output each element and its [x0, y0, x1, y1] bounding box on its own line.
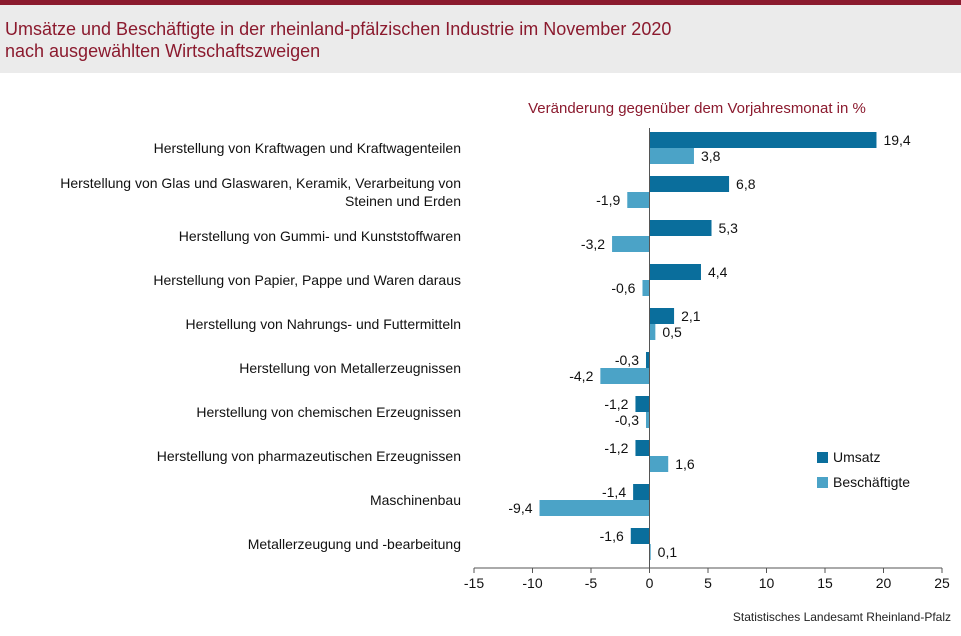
- data-label-beschaeftigte: 0,1: [658, 544, 678, 560]
- bar-beschaeftigte: [649, 148, 694, 164]
- category-label-line: Herstellung von Metallerzeugnissen: [239, 360, 461, 376]
- data-label-umsatz: 6,8: [736, 176, 756, 192]
- data-label-umsatz: -1,6: [600, 528, 624, 544]
- category-label: Herstellung von chemischen Erzeugnissen: [196, 404, 461, 420]
- bar-beschaeftigte: [600, 368, 650, 384]
- source-note: Statistisches Landesamt Rheinland-Pfalz: [732, 610, 951, 624]
- bar-umsatz: [649, 220, 712, 236]
- bar-beschaeftigte: [642, 280, 650, 296]
- category-label: Metallerzeugung und -bearbeitung: [248, 536, 461, 552]
- chart-title-line-1: Umsätze und Beschäftigte in der rheinlan…: [5, 19, 672, 39]
- bar-umsatz: [635, 440, 650, 456]
- bar-umsatz: [633, 484, 650, 500]
- top-accent-bar: [0, 0, 961, 5]
- data-label-beschaeftigte: -0,6: [611, 280, 635, 296]
- x-tick-label: -5: [585, 575, 598, 591]
- category-label-line: Herstellung von chemischen Erzeugnissen: [196, 404, 461, 420]
- category-label: Herstellung von Papier, Pappe und Waren …: [153, 272, 461, 288]
- data-label-umsatz: 4,4: [708, 264, 728, 280]
- bar-beschaeftigte: [612, 236, 650, 252]
- data-label-beschaeftigte: 3,8: [701, 148, 721, 164]
- chart-title: Umsätze und Beschäftigte in der rheinlan…: [5, 18, 671, 62]
- x-tick-label: 10: [759, 575, 775, 591]
- bar-beschaeftigte: [649, 544, 651, 560]
- category-label: Herstellung von pharmazeutischen Erzeugn…: [157, 448, 461, 464]
- category-label: Maschinenbau: [370, 492, 461, 508]
- chart-subtitle: Veränderung gegenüber dem Vorjahresmonat…: [528, 100, 866, 117]
- legend-label: Umsatz: [833, 449, 880, 465]
- data-label-beschaeftigte: 0,5: [662, 324, 682, 340]
- category-label-line: Maschinenbau: [370, 492, 461, 508]
- chart-header: Umsätze und Beschäftigte in der rheinlan…: [0, 5, 961, 73]
- bar-umsatz: [649, 176, 730, 192]
- legend-label: Beschäftigte: [833, 474, 910, 490]
- bar-beschaeftigte: [539, 500, 650, 516]
- bar-umsatz: [649, 132, 877, 148]
- data-label-umsatz: -0,3: [615, 352, 639, 368]
- data-label-umsatz: -1,2: [604, 396, 628, 412]
- data-label-umsatz: 2,1: [681, 308, 701, 324]
- bar-beschaeftigte: [649, 456, 669, 472]
- bar-beschaeftigte: [645, 412, 650, 428]
- category-label-line: Steinen und Erden: [345, 193, 461, 209]
- category-label: Herstellung von Nahrungs- und Futtermitt…: [186, 316, 461, 332]
- category-label: Herstellung von Gummi- und Kunststoffwar…: [179, 228, 461, 244]
- category-label: Herstellung von Metallerzeugnissen: [239, 360, 461, 376]
- bar-umsatz: [635, 396, 650, 412]
- bar-umsatz: [645, 352, 650, 368]
- data-label-umsatz: 19,4: [883, 132, 910, 148]
- bar-umsatz: [649, 308, 675, 324]
- bar-chart: Veränderung gegenüber dem Vorjahresmonat…: [60, 100, 950, 591]
- category-label-line: Metallerzeugung und -bearbeitung: [248, 536, 461, 552]
- category-label-line: Herstellung von Nahrungs- und Futtermitt…: [186, 316, 461, 332]
- bar-beschaeftigte: [627, 192, 650, 208]
- x-tick-label: 25: [934, 575, 950, 591]
- category-label-line: Herstellung von Kraftwagen und Kraftwage…: [154, 140, 461, 156]
- data-label-beschaeftigte: -3,2: [581, 236, 605, 252]
- chart-title-line-2: nach ausgewählten Wirtschaftszweigen: [5, 41, 321, 61]
- data-label-umsatz: -1,2: [604, 440, 628, 456]
- x-tick-label: -10: [522, 575, 542, 591]
- category-label-line: Herstellung von pharmazeutischen Erzeugn…: [157, 448, 461, 464]
- bar-umsatz: [649, 264, 701, 280]
- bar-beschaeftigte: [649, 324, 656, 340]
- x-tick-label: 5: [704, 575, 712, 591]
- data-label-umsatz: 5,3: [719, 220, 739, 236]
- data-label-umsatz: -1,4: [602, 484, 626, 500]
- data-label-beschaeftigte: -1,9: [596, 192, 620, 208]
- bar-umsatz: [630, 528, 650, 544]
- legend-swatch: [817, 452, 828, 463]
- x-tick-label: 0: [646, 575, 654, 591]
- data-label-beschaeftigte: 1,6: [675, 456, 695, 472]
- data-label-beschaeftigte: -9,4: [508, 500, 532, 516]
- category-label-line: Herstellung von Papier, Pappe und Waren …: [153, 272, 461, 288]
- category-label: Herstellung von Glas und Glaswaren, Kera…: [60, 175, 461, 209]
- x-tick-label: 15: [817, 575, 833, 591]
- chart-area: Veränderung gegenüber dem Vorjahresmonat…: [0, 80, 961, 631]
- data-label-beschaeftigte: -4,2: [569, 368, 593, 384]
- x-tick-label: -15: [464, 575, 484, 591]
- data-label-beschaeftigte: -0,3: [615, 412, 639, 428]
- category-label-line: Herstellung von Gummi- und Kunststoffwar…: [179, 228, 461, 244]
- x-tick-label: 20: [876, 575, 892, 591]
- category-label: Herstellung von Kraftwagen und Kraftwage…: [154, 140, 461, 156]
- category-label-line: Herstellung von Glas und Glaswaren, Kera…: [60, 175, 461, 191]
- legend-swatch: [817, 477, 828, 488]
